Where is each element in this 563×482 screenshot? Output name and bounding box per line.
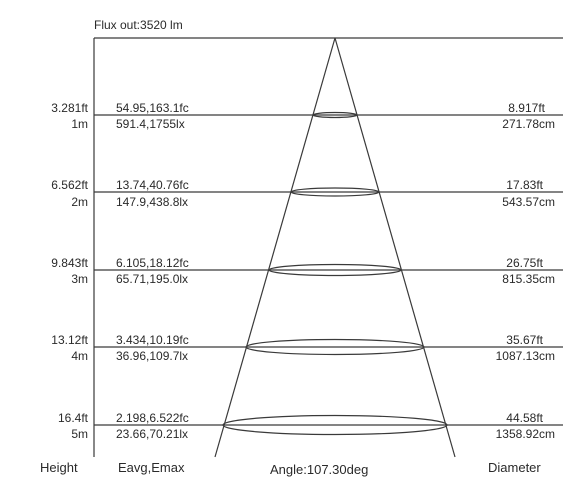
- height-ft-1m: 3.281ft: [51, 101, 88, 115]
- diameter-ft-3m: 26.75ft: [506, 256, 543, 270]
- cone-right-edge: [334, 37, 456, 458]
- fc-value-4m: 3.434,10.19fc: [116, 333, 189, 347]
- height-ft-5m: 16.4ft: [57, 411, 88, 425]
- footer-height-label: Height: [40, 460, 78, 475]
- footer-angle-label: Angle:107.30deg: [270, 462, 369, 477]
- lx-value-5m: 23.66,70.21lx: [116, 427, 189, 441]
- fc-value-5m: 2.198,6.522fc: [116, 411, 189, 425]
- diameter-cm-3m: 815.35cm: [502, 272, 555, 286]
- flux-label: Flux out:3520 lm: [94, 18, 183, 32]
- cone-left-edge: [214, 37, 336, 458]
- fc-value-1m: 54.95,163.1fc: [116, 101, 189, 115]
- height-m-2m: 2m: [71, 195, 88, 209]
- beam-ellipse-2m: [290, 187, 380, 197]
- beam-ellipse-3m: [268, 263, 402, 277]
- height-m-3m: 3m: [71, 272, 88, 286]
- height-m-4m: 4m: [71, 349, 88, 363]
- fc-value-3m: 6.105,18.12fc: [116, 256, 189, 270]
- lx-value-2m: 147.9,438.8lx: [116, 195, 189, 209]
- lx-value-3m: 65.71,195.0lx: [116, 272, 189, 286]
- height-ft-2m: 6.562ft: [51, 178, 88, 192]
- beam-ellipse-4m: [245, 338, 425, 356]
- diameter-cm-4m: 1087.13cm: [495, 349, 555, 363]
- diameter-ft-1m: 8.917ft: [508, 101, 545, 115]
- height-m-1m: 1m: [71, 117, 88, 131]
- beam-ellipse-5m: [222, 414, 448, 436]
- height-m-5m: 5m: [71, 427, 88, 441]
- height-ft-4m: 13.12ft: [51, 333, 88, 347]
- lx-value-1m: 591.4,1755lx: [116, 117, 185, 131]
- diameter-ft-5m: 44.58ft: [506, 411, 543, 425]
- height-ft-3m: 9.843ft: [51, 256, 88, 270]
- diameter-ft-2m: 17.83ft: [506, 178, 543, 192]
- diameter-ft-4m: 35.67ft: [506, 333, 543, 347]
- fc-value-2m: 13.74,40.76fc: [116, 178, 189, 192]
- footer-illuminance-label: Eavg,Emax: [118, 460, 185, 475]
- lx-value-4m: 36.96,109.7lx: [116, 349, 189, 363]
- footer-diameter-label: Diameter: [488, 460, 541, 475]
- diameter-cm-2m: 543.57cm: [502, 195, 555, 209]
- diameter-cm-1m: 271.78cm: [502, 117, 555, 131]
- beam-ellipse-1m: [312, 111, 358, 119]
- diameter-cm-5m: 1358.92cm: [495, 427, 555, 441]
